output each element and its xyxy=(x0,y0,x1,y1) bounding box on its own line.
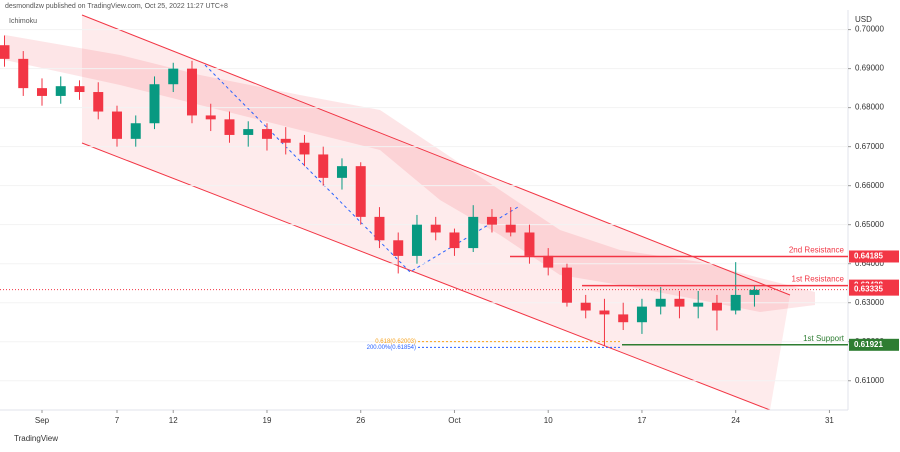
candle-body xyxy=(93,92,104,112)
candle-body xyxy=(393,240,404,256)
x-tick-label: 12 xyxy=(169,416,178,425)
level-name: 1st Support xyxy=(803,334,845,343)
candle-body xyxy=(524,232,535,256)
candle-body xyxy=(674,298,685,307)
footer: TradingView xyxy=(14,434,58,443)
currency: USD xyxy=(855,15,872,24)
y-tick-label: 0.63000 xyxy=(855,298,884,307)
y-tick-label: 0.66000 xyxy=(855,181,884,190)
x-tick-label: 19 xyxy=(263,416,272,425)
candle-body xyxy=(55,86,66,96)
candle-body xyxy=(449,232,460,249)
candle-body xyxy=(224,119,235,135)
y-tick-label: 0.69000 xyxy=(855,64,884,73)
candle-body xyxy=(111,111,122,139)
candle-body xyxy=(280,138,291,143)
channel xyxy=(82,15,790,410)
channel-upper xyxy=(81,14,791,296)
y-tick-label: 0.70000 xyxy=(855,25,884,34)
level-tag xyxy=(849,250,899,263)
candle-body xyxy=(374,216,385,241)
level-tag-label: 0.64185 xyxy=(854,252,883,261)
fib-label: 0.618(0.62003) xyxy=(375,339,416,345)
x-tick-label: 17 xyxy=(637,416,646,425)
candle-body xyxy=(618,314,629,323)
candle-body xyxy=(543,255,554,268)
candle-body xyxy=(730,294,741,311)
candle-body xyxy=(693,302,704,307)
fib-label: 200.00%(0.61854) xyxy=(367,345,416,351)
header: desmondlzw published on TradingView.com,… xyxy=(5,3,228,10)
candle-body xyxy=(580,302,591,311)
candle-body xyxy=(130,123,141,139)
indicator-label: Ichimoku xyxy=(9,18,37,25)
candle-body xyxy=(186,68,197,116)
candle-body xyxy=(655,298,666,307)
y-tick-label: 0.61000 xyxy=(855,376,884,385)
candle-body xyxy=(468,216,479,249)
swing-line xyxy=(204,64,519,273)
x-tick-label: 7 xyxy=(115,416,120,425)
current-price-label: 0.63335 xyxy=(854,285,883,294)
level-name: 1st Resistance xyxy=(792,275,845,284)
candle-body xyxy=(599,310,610,315)
candle-body xyxy=(749,289,760,295)
candle-body xyxy=(299,142,310,155)
candle-body xyxy=(261,129,272,139)
x-tick-label: 26 xyxy=(356,416,365,425)
y-tick-label: 0.67000 xyxy=(855,142,884,151)
candle-body xyxy=(355,166,366,217)
candle-body xyxy=(486,216,497,225)
current-price-tag xyxy=(849,283,899,296)
ichimoku-cloud xyxy=(5,35,815,312)
x-tick-label: 31 xyxy=(825,416,834,425)
candle-body xyxy=(205,115,216,120)
candle-body xyxy=(0,45,10,59)
x-tick-label: Oct xyxy=(448,416,461,425)
x-tick-label: Sep xyxy=(35,416,50,425)
candle-body xyxy=(168,68,179,85)
level-name: 2nd Resistance xyxy=(789,246,845,255)
candle-body xyxy=(636,306,647,323)
x-tick-label: 24 xyxy=(731,416,740,425)
candle-body xyxy=(74,86,85,93)
candle-body xyxy=(561,267,572,303)
candle-body xyxy=(18,58,29,89)
candle-body xyxy=(505,224,516,233)
candle-body xyxy=(149,84,160,124)
channel-lower xyxy=(81,142,771,411)
candle-body xyxy=(36,88,47,96)
candle-body xyxy=(336,166,347,178)
y-tick-label: 0.68000 xyxy=(855,103,884,112)
x-tick-label: 10 xyxy=(544,416,553,425)
candle-body xyxy=(711,302,722,311)
y-tick-label: 0.64000 xyxy=(855,259,884,268)
candle-body xyxy=(411,224,422,256)
level-tag-label: 0.61921 xyxy=(854,340,883,349)
level-tag xyxy=(849,338,899,351)
candle-body xyxy=(430,224,441,233)
y-tick-label: 0.65000 xyxy=(855,220,884,229)
candle-body xyxy=(243,129,254,135)
candle-body xyxy=(318,154,329,178)
